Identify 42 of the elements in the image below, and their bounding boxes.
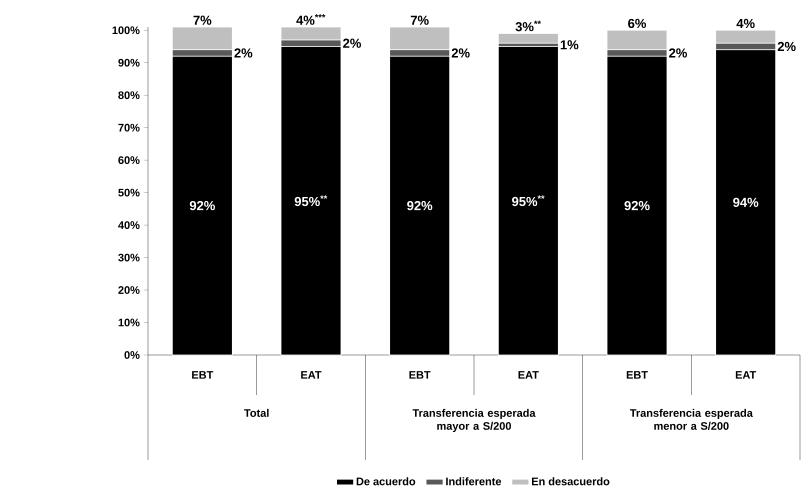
x-tick-label: EBT: [192, 371, 214, 379]
data-label: 1%: [560, 40, 578, 50]
y-tick-label: 60%: [118, 156, 140, 164]
y-tick-label: 10%: [118, 318, 140, 326]
data-label: 2%: [343, 38, 361, 48]
data-label: 2%: [234, 48, 252, 58]
data-label: 2%: [669, 48, 687, 58]
y-tick-label: 80%: [118, 91, 140, 100]
y-tick-label: 0%: [124, 351, 140, 359]
y-tick-label: 90%: [118, 58, 140, 67]
data-label: 95%$^{**}$: [512, 195, 545, 206]
data-label: 95%$^{**}$: [294, 195, 328, 206]
data-label: 4%: [736, 18, 755, 28]
x-tick-label: EAT: [518, 371, 539, 379]
text: Total: [244, 408, 269, 417]
data-label: 7%: [194, 16, 212, 25]
text: Transferencia esperada mayor a S/200: [412, 408, 536, 432]
bar: [498, 33, 559, 44]
x-tick-label: EBT: [409, 371, 431, 379]
data-label: 7%: [410, 16, 429, 25]
data-label: 6%: [628, 18, 646, 28]
data-label: 2%: [778, 42, 796, 52]
data-label: 92%: [190, 201, 215, 210]
data-label: 4%$^{***}$: [296, 14, 326, 25]
data-label: 92%: [407, 201, 432, 210]
legend-label: De acuerdo: [356, 477, 416, 486]
legend-label: En desacuerdo: [532, 477, 610, 486]
data-label: 92%: [624, 201, 650, 210]
data-label: 3%$^{**}$: [515, 20, 541, 32]
text: Transferencia esperada menor a S/200: [630, 408, 753, 430]
y-tick-label: 30%: [118, 254, 140, 262]
x-tick-label: EBT: [626, 371, 648, 379]
data-label: 94%: [733, 198, 758, 207]
y-tick-label: 50%: [118, 188, 140, 197]
x-tick-label: EAT: [736, 371, 756, 379]
y-tick-label: 100%: [112, 26, 140, 34]
y-tick-label: 70%: [118, 124, 140, 132]
y-tick-label: 40%: [118, 221, 140, 229]
data-label: 2%: [452, 48, 470, 58]
legend-label: Indiferente: [446, 477, 502, 486]
x-tick-label: EAT: [301, 371, 322, 379]
y-tick-label: 20%: [118, 286, 140, 294]
